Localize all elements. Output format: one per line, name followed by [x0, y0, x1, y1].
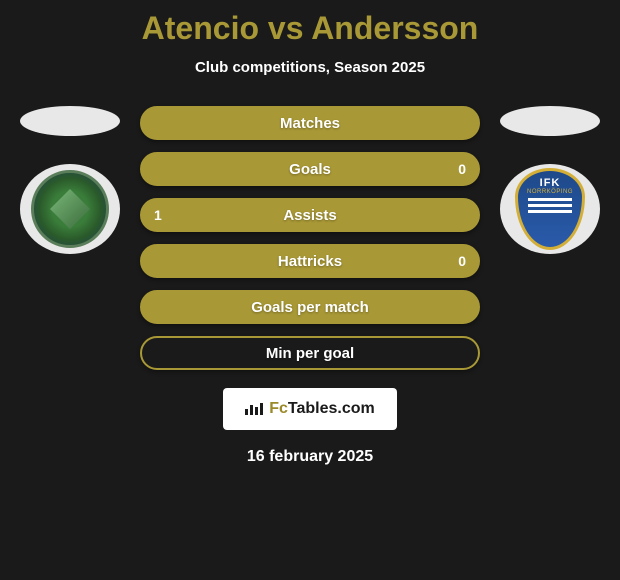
fctables-text: FcTables.com	[269, 400, 375, 418]
right-player-ellipse	[500, 106, 600, 136]
ifk-crest-icon: NORRKÖPING	[515, 168, 585, 250]
stat-label: Hattricks	[278, 253, 342, 270]
stat-right-value: 0	[458, 161, 466, 177]
stat-label: Min per goal	[266, 345, 354, 362]
stats-column: Matches Goals 0 1 Assists Hattricks 0 Go…	[140, 106, 480, 370]
stat-bar-min-per-goal: Min per goal	[140, 336, 480, 370]
fctables-attribution[interactable]: FcTables.com	[223, 388, 397, 430]
stat-label: Goals per match	[251, 299, 369, 316]
main-content: Matches Goals 0 1 Assists Hattricks 0 Go…	[0, 106, 620, 370]
stat-label: Assists	[283, 207, 336, 224]
stat-right-value: 0	[458, 253, 466, 269]
page-title: Atencio vs Andersson	[142, 10, 479, 47]
date-text: 16 february 2025	[247, 448, 373, 466]
stat-label: Matches	[280, 115, 340, 132]
stat-bar-hattricks: Hattricks 0	[140, 244, 480, 278]
left-team-badge	[20, 164, 120, 254]
right-team-badge: NORRKÖPING	[500, 164, 600, 254]
right-team-column: NORRKÖPING	[500, 106, 600, 254]
left-player-ellipse	[20, 106, 120, 136]
sounders-crest-icon	[31, 170, 109, 248]
chart-icon	[245, 401, 263, 418]
stat-bar-goals: Goals 0	[140, 152, 480, 186]
subtitle: Club competitions, Season 2025	[195, 59, 425, 76]
stat-left-value: 1	[154, 207, 162, 223]
stat-label: Goals	[289, 161, 331, 178]
stat-bar-matches: Matches	[140, 106, 480, 140]
left-team-column	[20, 106, 120, 254]
stat-bar-assists: 1 Assists	[140, 198, 480, 232]
stat-bar-goals-per-match: Goals per match	[140, 290, 480, 324]
comparison-card: Atencio vs Andersson Club competitions, …	[0, 0, 620, 580]
ifk-text: NORRKÖPING	[527, 189, 573, 195]
